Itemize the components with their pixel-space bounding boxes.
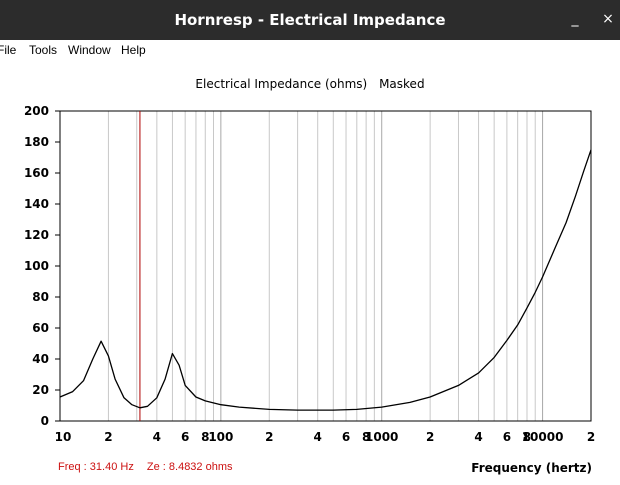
x-axis-label: Frequency (hertz) (471, 461, 592, 475)
menu-tools-label: Tools (29, 43, 58, 57)
x-tick-label: 2 (104, 430, 112, 444)
x-tick-label: 1000 (365, 430, 398, 444)
title-bar: Hornresp - Electrical Impedance _ × (0, 0, 620, 40)
impedance-curve (59, 149, 592, 411)
menu-bar: File Tools Window Help (0, 40, 620, 60)
x-tick-label: 6 (503, 430, 511, 444)
x-tick-label: 10000 (522, 430, 564, 444)
x-tick-label: 4 (153, 430, 161, 444)
menu-tools[interactable]: Tools (29, 43, 57, 57)
menu-window-label: Window (68, 43, 111, 57)
x-tick-label: 6 (181, 430, 189, 444)
freq-readout: Freq : 31.40 Hz (58, 461, 134, 473)
x-tick-label: 2 (587, 430, 595, 444)
chart-title: Electrical Impedance (ohms) Masked (0, 77, 620, 91)
x-tick-label: 4 (474, 430, 482, 444)
y-tick-label: 120 (24, 228, 49, 242)
y-tick-label: 80 (32, 290, 49, 304)
y-tick-label: 200 (24, 104, 49, 118)
minimize-icon[interactable]: _ (571, 11, 579, 27)
menu-file-label: File (0, 43, 17, 57)
cursor-readout: Freq : 31.40 Hz Ze : 8.4832 ohms (58, 461, 243, 473)
y-tick-label: 160 (24, 166, 49, 180)
menu-help-label: Help (121, 43, 146, 57)
menu-file[interactable]: File (0, 43, 16, 57)
ze-readout: Ze : 8.4832 ohms (146, 461, 233, 473)
y-tick-label: 40 (32, 352, 49, 366)
window-title: Hornresp - Electrical Impedance (174, 11, 446, 29)
x-tick-label: 2 (265, 430, 273, 444)
y-tick-label: 100 (24, 259, 49, 273)
x-tick-label: 8 (201, 430, 209, 444)
menu-window[interactable]: Window (68, 43, 111, 57)
chart-title-text: Electrical Impedance (ohms) (195, 77, 368, 91)
x-tick-label: 10 (55, 430, 72, 444)
x-tick-label: 8 (523, 430, 531, 444)
y-tick-label: 140 (24, 197, 49, 211)
y-tick-label: 20 (32, 383, 49, 397)
x-tick-label: 4 (314, 430, 322, 444)
x-tick-label: 100 (208, 430, 233, 444)
x-tick-label: 2 (426, 430, 434, 444)
y-tick-label: 60 (32, 321, 49, 335)
x-tick-label: 8 (362, 430, 370, 444)
y-tick-label: 0 (41, 414, 49, 428)
close-icon[interactable]: × (602, 11, 614, 27)
y-tick-label: 180 (24, 135, 49, 149)
chart-mode-text: Masked (379, 77, 425, 91)
x-tick-label: 6 (342, 430, 350, 444)
menu-help[interactable]: Help (121, 43, 146, 57)
